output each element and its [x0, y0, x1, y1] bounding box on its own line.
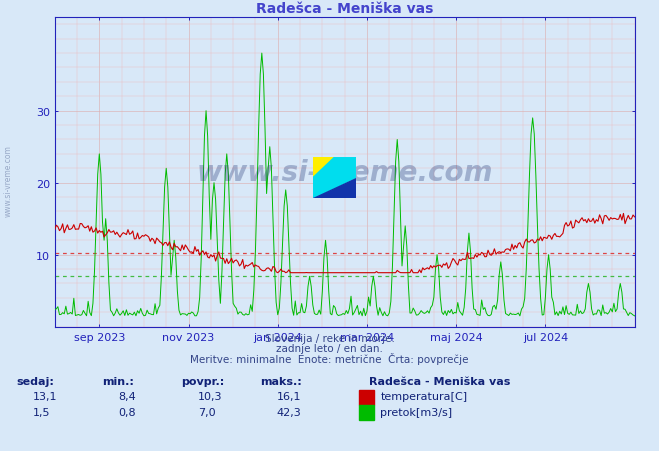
Text: www.si-vreme.com: www.si-vreme.com — [196, 159, 493, 186]
Text: povpr.:: povpr.: — [181, 377, 225, 387]
Text: 13,1: 13,1 — [33, 391, 57, 401]
Polygon shape — [313, 178, 356, 198]
Text: Meritve: minimalne  Enote: metrične  Črta: povprečje: Meritve: minimalne Enote: metrične Črta:… — [190, 353, 469, 365]
Text: sedaj:: sedaj: — [16, 377, 54, 387]
Text: 8,4: 8,4 — [119, 391, 136, 401]
Text: 7,0: 7,0 — [198, 407, 215, 417]
Text: maks.:: maks.: — [260, 377, 302, 387]
Text: 10,3: 10,3 — [198, 391, 222, 401]
Text: temperatura[C]: temperatura[C] — [380, 391, 467, 401]
Polygon shape — [313, 158, 335, 178]
Text: zadnje leto / en dan.: zadnje leto / en dan. — [276, 343, 383, 353]
Text: Radešca - Meniška vas: Radešca - Meniška vas — [369, 377, 511, 387]
Text: 16,1: 16,1 — [277, 391, 301, 401]
Text: 1,5: 1,5 — [33, 407, 51, 417]
Text: Slovenija / reke in morje.: Slovenija / reke in morje. — [264, 333, 395, 343]
Polygon shape — [313, 158, 356, 198]
Text: www.si-vreme.com: www.si-vreme.com — [3, 144, 13, 216]
Text: pretok[m3/s]: pretok[m3/s] — [380, 407, 452, 417]
Text: 42,3: 42,3 — [277, 407, 302, 417]
Title: Radešca - Meniška vas: Radešca - Meniška vas — [256, 1, 434, 15]
Text: min.:: min.: — [102, 377, 134, 387]
Text: 0,8: 0,8 — [119, 407, 136, 417]
